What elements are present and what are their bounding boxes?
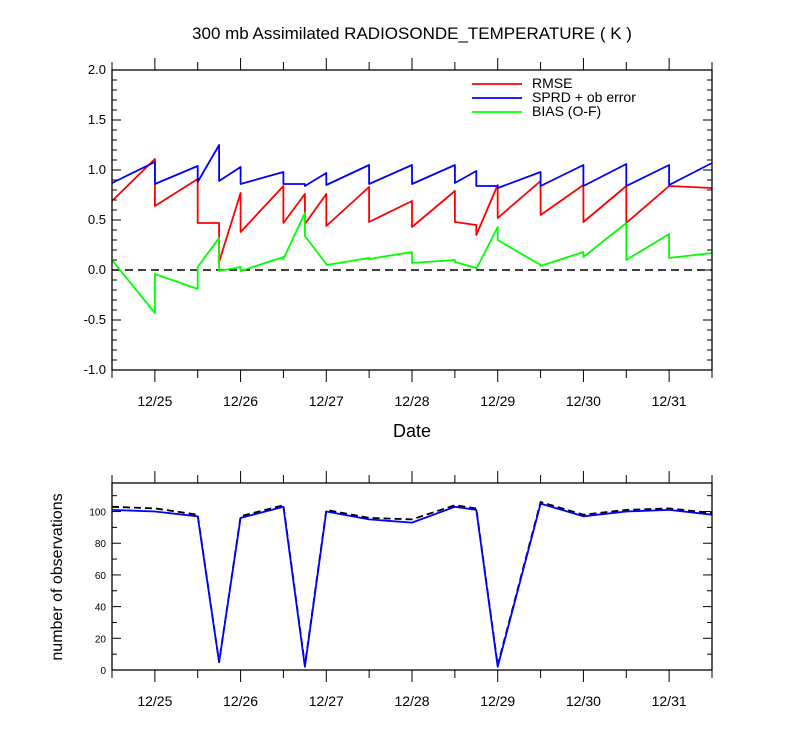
y-tick-label: -1.0 — [84, 362, 106, 377]
y-tick-label: 2.0 — [88, 62, 106, 77]
x-tick-label: 12/27 — [309, 393, 344, 409]
x-tick-label: 12/28 — [394, 693, 429, 709]
legend-label-rmse: RMSE — [532, 75, 572, 91]
legend-label-bias-o-f: BIAS (O-F) — [532, 103, 601, 119]
y-tick-label: 80 — [95, 539, 107, 550]
x-tick-label: 12/25 — [137, 393, 172, 409]
x-tick-label: 12/29 — [480, 393, 515, 409]
y-tick-label: 0 — [100, 666, 106, 677]
x-tick-label: 12/25 — [137, 693, 172, 709]
x-tick-label: 12/28 — [394, 393, 429, 409]
bottom-plot-frame — [111, 482, 713, 671]
top-panel: 300 mb Assimilated RADIOSONDE_TEMPERATUR… — [84, 24, 713, 441]
y-tick-label: -0.5 — [84, 312, 106, 327]
top-plot-frame — [111, 69, 713, 371]
y-tick-label: 20 — [95, 634, 107, 645]
bottom-plot-area: 0 20 40 60 80 100 12/25 12/26 12/27 12/28 12/29 12/… — [89, 471, 713, 709]
y-tick-label: 1.0 — [88, 162, 106, 177]
bottom-panel: 0 20 40 60 80 100 12/25 12/26 12/27 12/28 12/29 12/… — [49, 471, 713, 709]
series-line-assimilated — [111, 502, 713, 668]
x-tick-label: 12/26 — [223, 393, 258, 409]
y-tick-label: 60 — [95, 571, 107, 582]
y-tick-label: 1.5 — [88, 112, 106, 127]
x-axis-label: Date — [393, 421, 431, 441]
series-line-rmse — [111, 158, 713, 263]
x-tick-label: 12/31 — [652, 393, 687, 409]
y-tick-label: 40 — [95, 603, 107, 614]
x-tick-label: 12/27 — [309, 693, 344, 709]
x-tick-label: 12/30 — [566, 393, 601, 409]
series-line-sprd-ob-error — [111, 144, 713, 189]
chart-title: 300 mb Assimilated RADIOSONDE_TEMPERATUR… — [192, 24, 632, 43]
x-tick-label: 12/30 — [566, 693, 601, 709]
y-tick-label: 0.5 — [88, 212, 106, 227]
y-tick-label: 0.0 — [88, 262, 106, 277]
legend-label-sprd-ob-error: SPRD + ob error — [532, 89, 636, 105]
series-line-bias-o-f — [111, 212, 713, 314]
x-tick-label: 12/31 — [652, 693, 687, 709]
series-line-possible — [111, 501, 713, 667]
y-axis-label: number of observations — [49, 493, 66, 660]
x-tick-label: 12/29 — [480, 693, 515, 709]
x-tick-label: 12/26 — [223, 693, 258, 709]
top-plot-area: -1.0 -0.5 0.0 0.5 1.0 1.5 2.0 12/25 12/26 12/27 12… — [84, 58, 713, 409]
y-tick-label: 100 — [89, 508, 106, 519]
